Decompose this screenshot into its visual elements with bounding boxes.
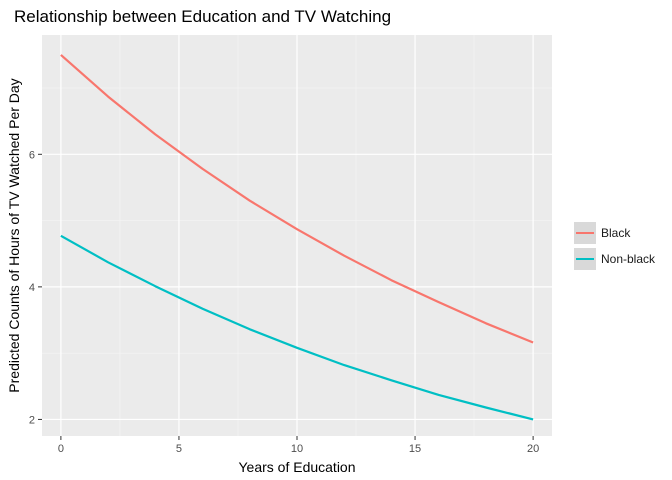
x-axis-title: Years of Education — [238, 459, 355, 475]
series-line-black — [60, 54, 534, 344]
legend-item-non-black: Non-black — [574, 246, 655, 272]
y-tick-label: 2 — [29, 414, 35, 426]
legend-item-black: Black — [574, 220, 655, 246]
chart-title: Relationship between Education and TV Wa… — [14, 7, 392, 26]
legend-key-non-black — [574, 248, 596, 270]
x-tick-label: 20 — [527, 443, 539, 455]
x-tick-label: 5 — [176, 443, 182, 455]
x-tick-label: 15 — [409, 443, 421, 455]
series-line-non-black — [60, 234, 534, 421]
legend-swatch-non-black — [576, 258, 594, 260]
legend-label-non-black: Non-black — [601, 252, 656, 266]
x-tick-label: 10 — [291, 443, 303, 455]
y-tick-label: 6 — [29, 149, 35, 161]
legend: Black Non-black — [574, 220, 655, 272]
legend-label-black: Black — [601, 226, 631, 240]
legend-key-black — [574, 222, 596, 244]
y-axis-title: Predicted Counts of Hours of TV Watched … — [6, 78, 22, 392]
y-tick-label: 4 — [29, 282, 35, 294]
legend-swatch-black — [576, 232, 594, 234]
x-tick-label: 0 — [58, 443, 64, 455]
